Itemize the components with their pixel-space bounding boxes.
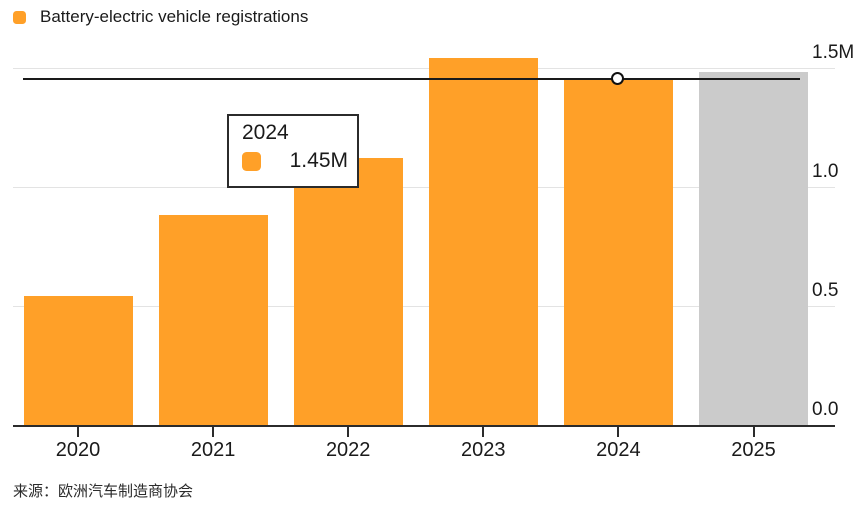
x-tick-2024 — [617, 427, 620, 437]
gridline-1.0 — [13, 186, 835, 188]
gridline-0.5 — [13, 305, 835, 307]
y-axis-label-1.5M: 1.5M — [812, 41, 855, 63]
source-note: 来源：欧洲汽车制造商协会 — [13, 483, 194, 500]
x-tick-2021 — [212, 427, 215, 437]
x-axis-label-2022: 2022 — [325, 439, 371, 461]
x-axis-label-2025: 2025 — [731, 439, 776, 461]
legend: Battery-electric vehicle registrations — [13, 7, 308, 27]
y-axis-label-0.5: 0.5 — [812, 279, 839, 301]
hover-line — [23, 78, 800, 81]
x-axis-label-2020: 2020 — [55, 439, 101, 461]
tooltip-value: 1.45M — [289, 149, 348, 172]
legend-label: Battery-electric vehicle registrations — [40, 7, 309, 26]
x-axis-line — [13, 425, 835, 427]
tooltip-swatch-icon — [242, 151, 261, 171]
x-tick-2025 — [752, 427, 755, 437]
x-axis-label-2021: 2021 — [190, 439, 236, 461]
bar-2021[interactable] — [158, 215, 268, 425]
bar-2023[interactable] — [428, 58, 538, 425]
bar-2024[interactable] — [563, 79, 673, 425]
tooltip-row: 1.45M — [242, 149, 348, 173]
x-tick-2020 — [77, 427, 79, 437]
y-axis-label-0.0: 0.0 — [812, 399, 839, 420]
x-tick-2023 — [482, 427, 485, 437]
x-axis-label-2024: 2024 — [596, 439, 641, 461]
bar-2020[interactable] — [23, 296, 133, 425]
x-axis-label-2023: 2023 — [461, 439, 506, 461]
tooltip: 2024 1.45M — [227, 114, 359, 188]
legend-swatch-icon — [13, 10, 26, 24]
bar-2025[interactable] — [699, 72, 808, 425]
bar-2022[interactable] — [293, 158, 403, 425]
hover-marker-icon — [611, 72, 625, 86]
tooltip-year: 2024 — [242, 121, 289, 144]
x-tick-2022 — [347, 427, 350, 437]
gridline-1.5M — [13, 67, 835, 69]
y-axis-label-1.0: 1.0 — [812, 160, 839, 182]
